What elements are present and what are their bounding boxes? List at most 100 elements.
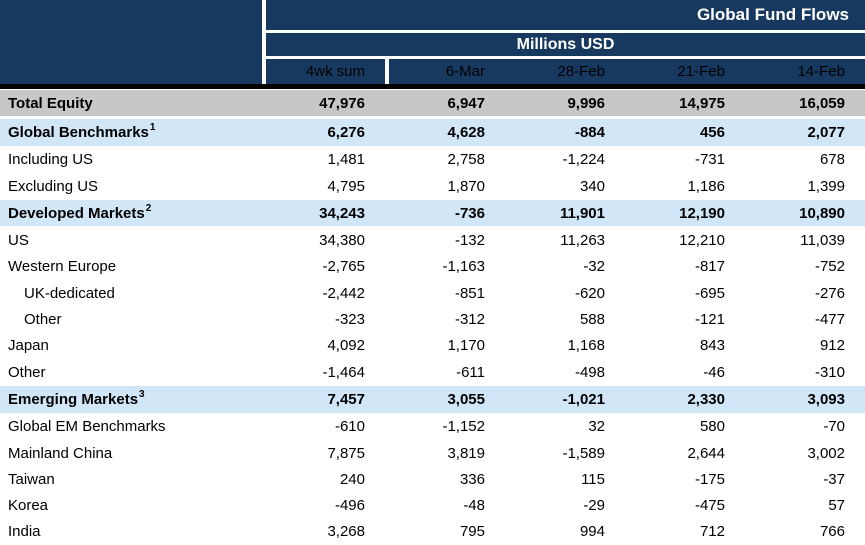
header-body-divider [0, 84, 865, 89]
value-cell: 7,875 [327, 444, 365, 462]
footnote-superscript: 2 [145, 203, 152, 215]
value-cell: -695 [694, 284, 725, 302]
value-cell: 6,947 [447, 94, 485, 112]
header-right-panel: Global Fund Flows Millions USD 4wk sum 6… [266, 0, 865, 84]
value-cell: 1,168 [567, 337, 605, 355]
value-cell: 12,210 [679, 232, 725, 250]
table-row: Western Europe -2,765 -1,163 -32 -817 -752 [0, 253, 865, 281]
value-cell: -1,152 [442, 418, 485, 436]
value-cell: -496 [334, 497, 365, 515]
row-label: Taiwan [8, 470, 55, 488]
value-cell: -1,163 [442, 258, 485, 276]
value-cell: 580 [699, 418, 725, 436]
value-cell: 1,186 [687, 177, 725, 195]
value-cell: 3,002 [807, 444, 845, 462]
table-row: Global EM Benchmarks -610 -1,152 32 580 -70 [0, 413, 865, 440]
table-header: Global Fund Flows Millions USD 4wk sum 6… [0, 0, 865, 84]
value-cell: -731 [694, 151, 725, 169]
value-cell: 588 [579, 311, 605, 329]
value-cell: 678 [819, 151, 845, 169]
value-cell: 11,039 [800, 232, 845, 250]
column-header-row: 4wk sum 6-Mar 28-Feb 21-Feb 14-Feb [266, 59, 865, 84]
value-cell: -475 [694, 497, 725, 515]
value-cell: 1,170 [447, 337, 485, 355]
footnote-superscript: 1 [149, 122, 156, 134]
value-cell: 34,243 [319, 204, 365, 222]
value-cell: -276 [814, 284, 845, 302]
table-row: Global Benchmarks1 6,276 4,628 -884 456 2,077 [0, 118, 865, 147]
column-divider [385, 59, 389, 84]
column-header-14-feb: 14-Feb [745, 59, 865, 84]
table-title: Global Fund Flows [696, 5, 849, 24]
title-row: Global Fund Flows [266, 0, 865, 30]
value-cell: -884 [574, 123, 605, 141]
value-cell: -175 [694, 470, 725, 488]
table-row: Emerging Markets3 7,457 3,055 -1,021 2,330 3,… [0, 385, 865, 414]
row-label: Mainland China [8, 444, 113, 462]
value-cell: 11,263 [560, 232, 605, 250]
column-header-28-feb: 28-Feb [505, 59, 625, 84]
value-cell: 240 [339, 470, 365, 488]
value-cell: 57 [828, 497, 845, 515]
units-label: Millions USD [516, 35, 615, 53]
column-header-6-mar: 6-Mar [389, 59, 505, 84]
row-label: Other [8, 363, 46, 381]
row-label: Other [24, 311, 62, 329]
value-cell: 340 [579, 177, 605, 195]
table-row: Mainland China 7,875 3,819 -1,589 2,644 3,002 [0, 439, 865, 467]
header-vertical-divider [262, 0, 266, 84]
value-cell: -477 [814, 311, 845, 329]
value-cell: -2,765 [322, 258, 365, 276]
value-cell: -851 [454, 284, 485, 302]
column-header-4wk-sum: 4wk sum [266, 59, 385, 84]
value-cell: -48 [463, 497, 485, 515]
value-cell: -312 [454, 311, 485, 329]
value-cell: 12,190 [679, 204, 725, 222]
value-cell: 2,330 [687, 390, 725, 408]
table-row: Including US 1,481 2,758 -1,224 -731 678 [0, 146, 865, 173]
value-cell: -817 [694, 258, 725, 276]
value-cell: -611 [456, 363, 485, 381]
row-label: Western Europe [8, 258, 117, 276]
value-cell: 3,055 [447, 390, 485, 408]
value-cell: 7,457 [327, 390, 365, 408]
value-cell: 456 [699, 123, 725, 141]
value-cell: 1,481 [327, 151, 365, 169]
row-label: India [8, 523, 41, 541]
value-cell: 766 [819, 523, 845, 541]
value-cell: -1,589 [562, 444, 605, 462]
value-cell: 912 [819, 337, 845, 355]
row-label: Emerging Markets3 [8, 389, 145, 409]
table-row: UK-dedicated -2,442 -851 -620 -695 -276 [0, 280, 865, 307]
value-cell: 1,399 [807, 177, 845, 195]
value-cell: -32 [583, 258, 605, 276]
value-cell: 2,758 [447, 151, 485, 169]
row-label: Global EM Benchmarks [8, 418, 166, 436]
value-cell: -132 [454, 232, 485, 250]
value-cell: -310 [814, 363, 845, 381]
table-row: India 3,268 795 994 712 766 [0, 518, 865, 545]
value-cell: -1,224 [562, 151, 605, 169]
value-cell: -2,442 [322, 284, 365, 302]
value-cell: 4,092 [327, 337, 365, 355]
value-cell: 10,890 [799, 204, 845, 222]
value-cell: 2,077 [807, 123, 845, 141]
header-gap [266, 30, 865, 33]
row-label: Japan [8, 337, 49, 355]
value-cell: 1,870 [447, 177, 485, 195]
value-cell: 34,380 [319, 232, 365, 250]
table-row: Taiwan 240 336 115 -175 -37 [0, 466, 865, 493]
value-cell: 2,644 [687, 444, 725, 462]
table-row: Total Equity 47,976 6,947 9,996 14,975 16,059 [0, 89, 865, 119]
value-cell: -121 [694, 311, 725, 329]
value-cell: 115 [581, 470, 605, 488]
value-cell: 16,059 [799, 94, 845, 112]
value-cell: 32 [588, 418, 605, 436]
value-cell: 3,819 [447, 444, 485, 462]
value-cell: 336 [459, 470, 485, 488]
value-cell: -1,021 [562, 390, 605, 408]
column-header-21-feb: 21-Feb [625, 59, 745, 84]
row-label: Including US [8, 151, 94, 169]
header-corner-block [0, 0, 262, 84]
value-cell: 6,276 [327, 123, 365, 141]
